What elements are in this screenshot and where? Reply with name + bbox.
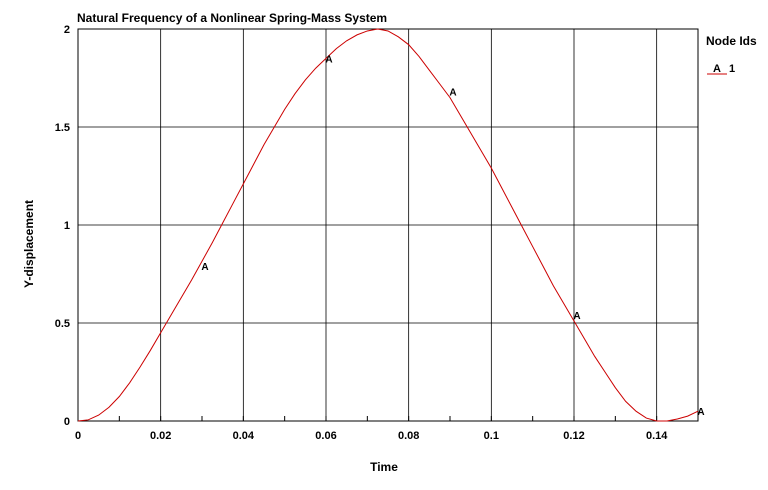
grid-lines <box>78 29 698 421</box>
series-markers-1: A A A A A <box>201 54 704 418</box>
series-marker: A <box>697 407 704 418</box>
series-marker: A <box>201 262 208 273</box>
y-axis-label: Y-displacement <box>22 200 36 288</box>
series-marker: A <box>449 88 456 99</box>
legend-symbol: A <box>713 63 721 75</box>
plot-area-frame <box>77 28 699 422</box>
x-tick-label: 0.08 <box>398 430 419 442</box>
x-tick-label: 0.06 <box>315 430 336 442</box>
legend-label: 1 <box>729 63 735 75</box>
x-minor-ticks <box>77 416 699 421</box>
series-marker: A <box>573 311 580 322</box>
series-marker: A <box>325 54 332 65</box>
legend-title: Node Ids <box>706 34 757 48</box>
x-tick-label: 0.02 <box>150 430 171 442</box>
y-tick-label: 1 <box>64 220 70 232</box>
y-tick-label: 1.5 <box>55 122 70 134</box>
series-line-1 <box>77 28 699 422</box>
x-axis-label: Time <box>370 460 398 474</box>
x-tick-label: 0.04 <box>233 430 255 442</box>
x-tick-label: 0 <box>75 430 81 442</box>
x-tick-labels: 0 0.02 0.04 0.06 0.08 0.1 0.12 0.14 <box>75 430 668 442</box>
x-tick-label: 0.14 <box>646 430 668 442</box>
x-tick-label: 0.1 <box>484 430 499 442</box>
x-tick-label: 0.12 <box>563 430 584 442</box>
chart-title: Natural Frequency of a Nonlinear Spring-… <box>77 11 387 25</box>
y-tick-label: 0.5 <box>55 318 70 330</box>
y-tick-labels: 0 0.5 1 1.5 2 <box>55 24 70 428</box>
y-tick-label: 0 <box>64 416 70 428</box>
y-tick-label: 2 <box>64 24 70 36</box>
